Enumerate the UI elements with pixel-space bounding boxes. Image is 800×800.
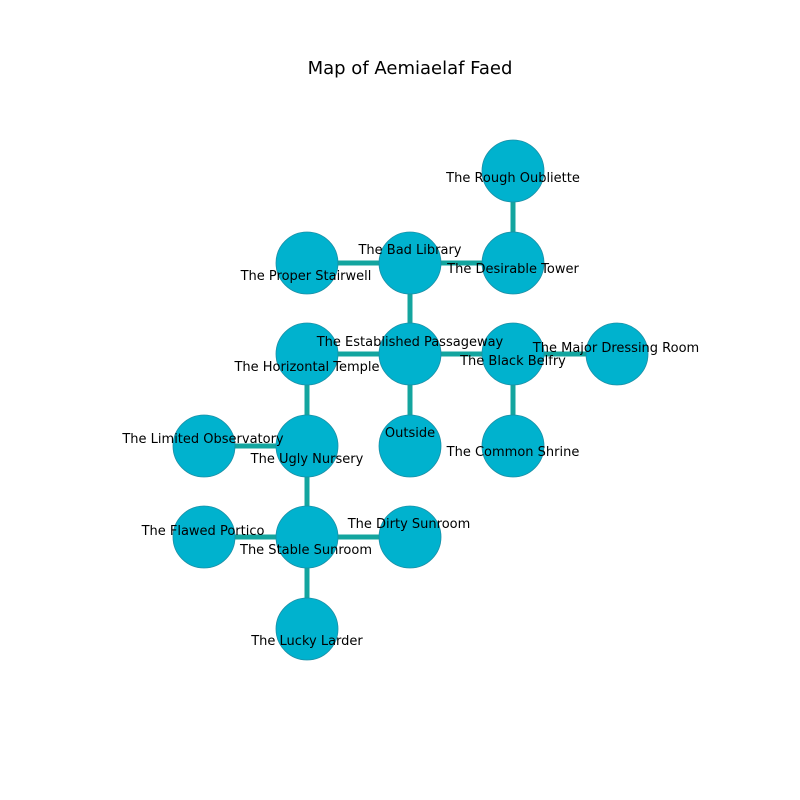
room-node-desirable-tower <box>481 231 545 295</box>
room-label-common-shrine: The Common Shrine <box>446 445 580 460</box>
room-label-rough-oubliette: The Rough Oubliette <box>445 171 580 186</box>
room-node-rough-oubliette <box>481 139 545 203</box>
room-node-lucky-larder <box>275 597 339 661</box>
room-label-flawed-portico: The Flawed Portico <box>141 524 265 539</box>
room-node-ugly-nursery <box>275 414 339 478</box>
room-label-dirty-sunroom: The Dirty Sunroom <box>347 517 471 532</box>
room-node-major-dressing-room <box>585 322 649 386</box>
labels-layer: The Rough Oubliette The Bad Library The De… <box>121 171 699 649</box>
room-node-dirty-sunroom <box>378 505 442 569</box>
room-label-limited-observatory: The Limited Observatory <box>121 432 284 447</box>
room-node-outside <box>378 414 442 478</box>
room-node-flawed-portico <box>172 505 236 569</box>
room-node-established-passageway <box>378 322 442 386</box>
room-node-common-shrine <box>481 414 545 478</box>
room-label-desirable-tower: The Desirable Tower <box>446 262 579 277</box>
room-label-black-belfry: The Black Belfry <box>459 354 566 369</box>
room-node-stable-sunroom <box>275 505 339 569</box>
room-label-proper-stairwell: The Proper Stairwell <box>240 269 372 284</box>
room-node-proper-stairwell <box>275 231 339 295</box>
room-node-limited-observatory <box>172 414 236 478</box>
room-label-horizontal-temple: The Horizontal Temple <box>233 360 379 375</box>
room-node-black-belfry <box>481 322 545 386</box>
room-label-ugly-nursery: The Ugly Nursery <box>250 452 364 467</box>
rooms-layer <box>172 139 649 661</box>
room-node-bad-library <box>378 231 442 295</box>
room-label-established-passageway: The Established Passageway <box>316 335 504 350</box>
room-node-horizontal-temple <box>275 322 339 386</box>
room-label-major-dressing-room: The Major Dressing Room <box>532 341 699 356</box>
map-title: Map of Aemiaelaf Faed <box>308 58 513 79</box>
room-label-bad-library: The Bad Library <box>357 243 461 258</box>
room-label-outside: Outside <box>385 426 435 441</box>
room-label-lucky-larder: The Lucky Larder <box>250 634 363 649</box>
room-label-stable-sunroom: The Stable Sunroom <box>239 543 372 558</box>
